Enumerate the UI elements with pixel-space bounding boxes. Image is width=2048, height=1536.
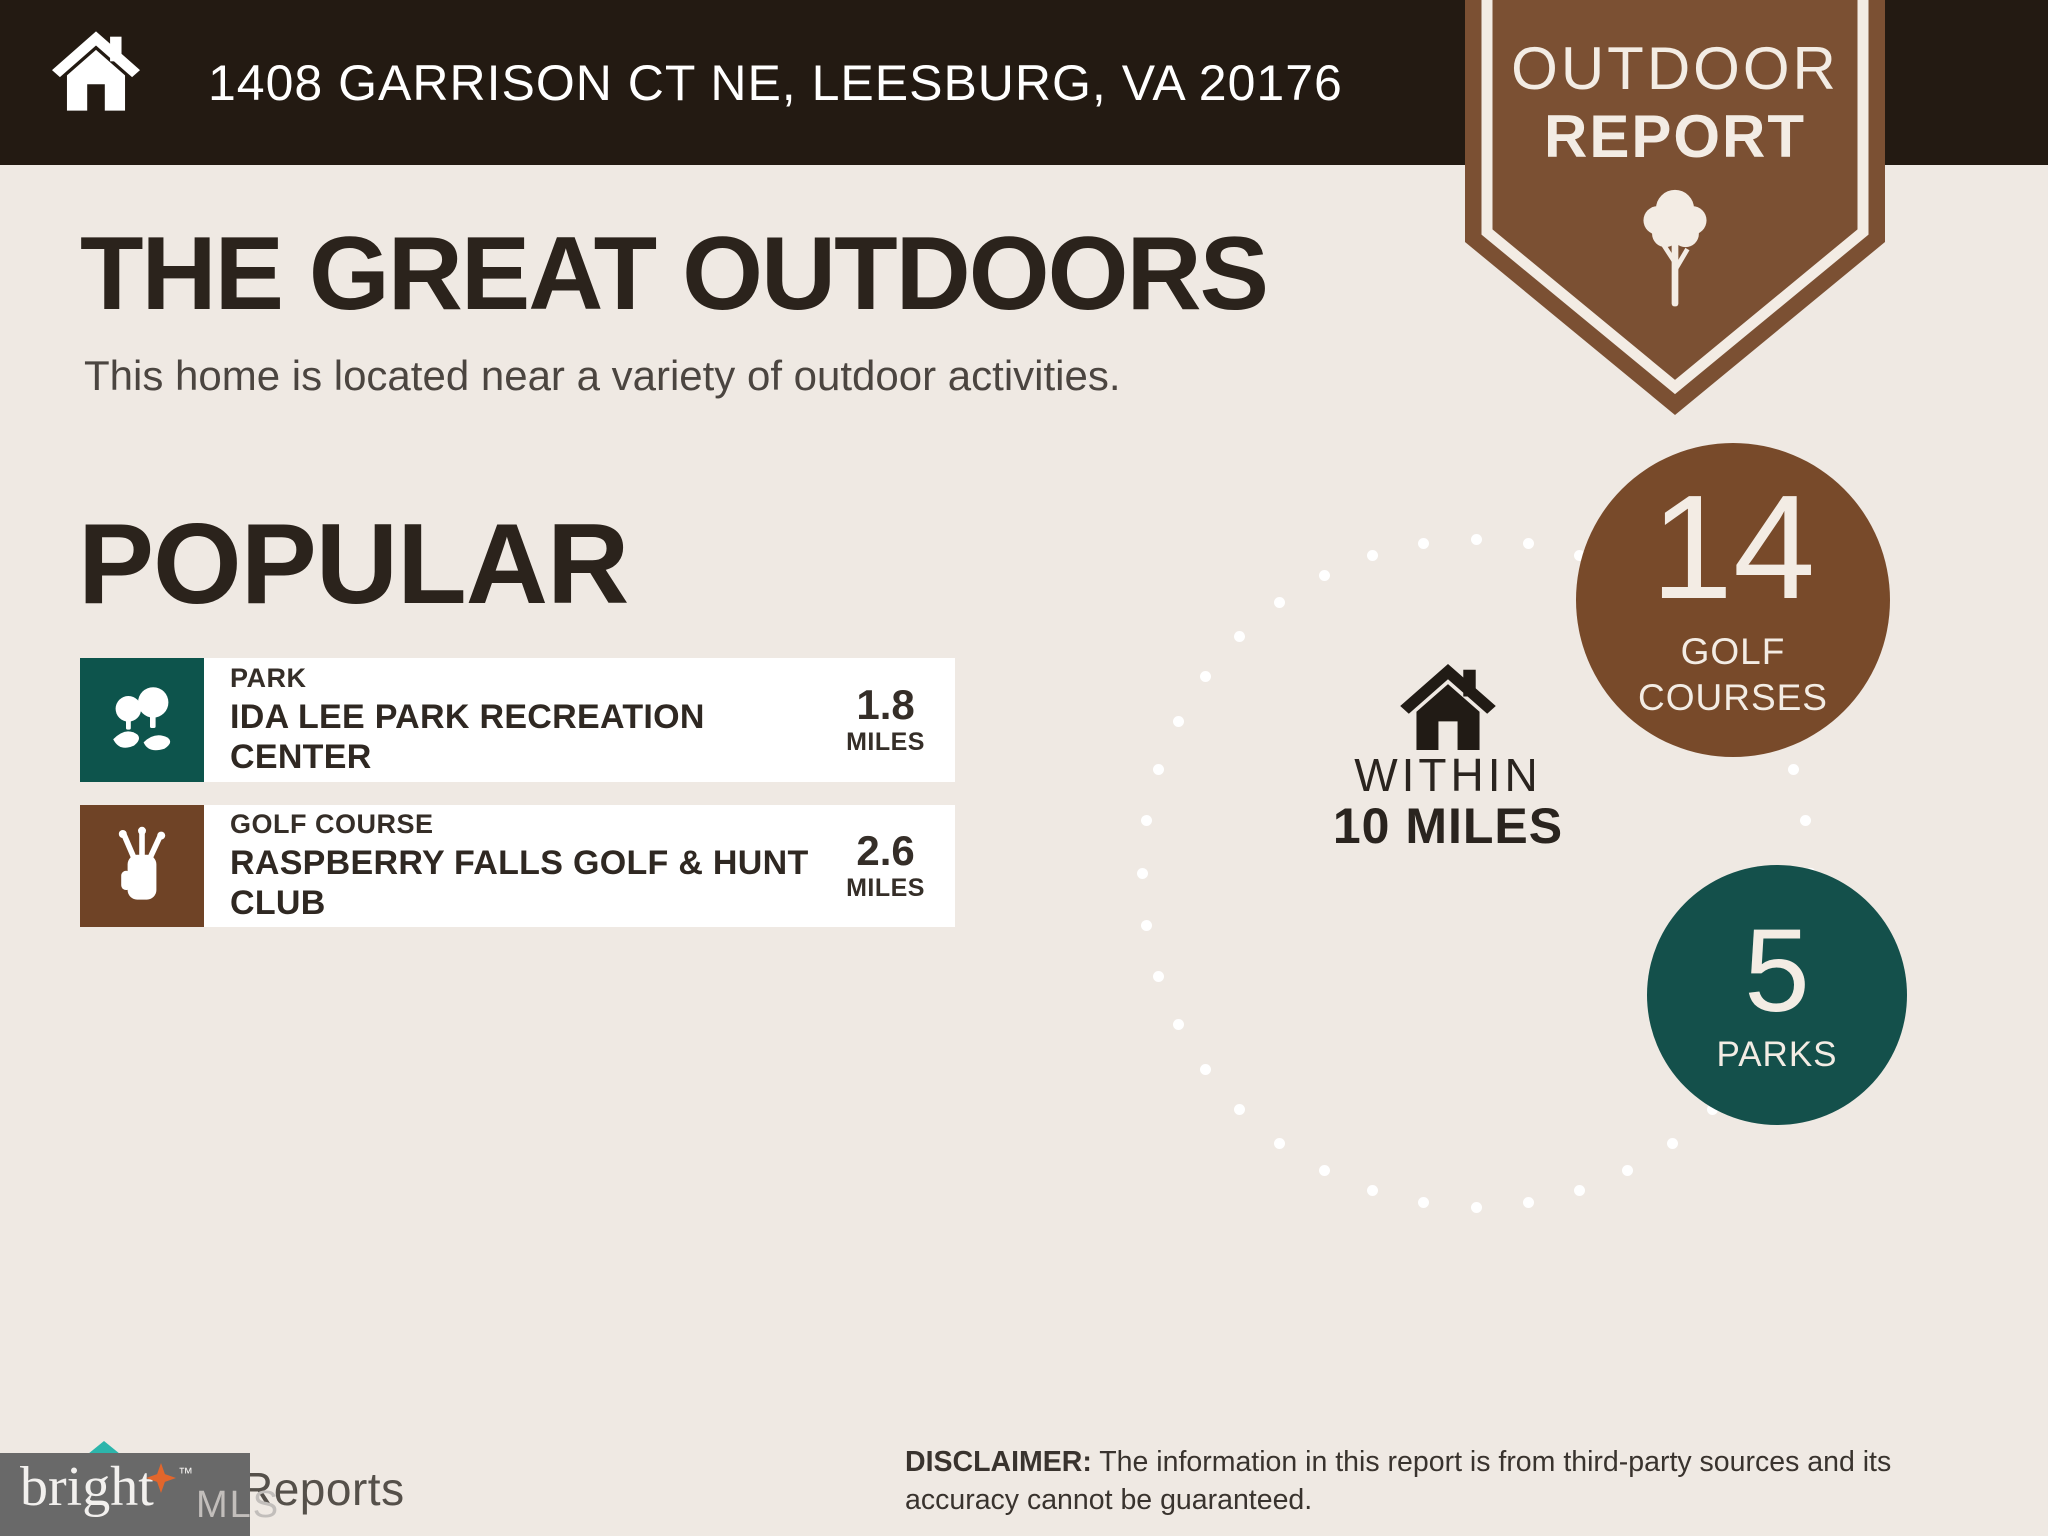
brand-wordmark: bright: [20, 1456, 154, 1518]
tree-icon: [1643, 189, 1707, 307]
stat-label: PARKS: [1716, 1035, 1837, 1075]
distance-unit: MILES: [846, 873, 925, 902]
popular-item-park: PARK IDA LEE PARK RECREATION CENTER 1.8 …: [80, 658, 955, 782]
ring-dot: [1470, 533, 1482, 545]
ring-dot: [1200, 671, 1212, 683]
badge-title-line2: REPORT: [1543, 103, 1807, 170]
disclaimer-line1: The information in this report is from t…: [1099, 1446, 1892, 1478]
ring-dot: [1418, 1197, 1430, 1209]
stat-golf-courses: 14 GOLF COURSES: [1576, 443, 1890, 757]
golf-bag-icon: [80, 805, 204, 927]
item-name-line: IDA LEE PARK RECREATION CENTER: [230, 698, 705, 776]
property-address: 1408 GARRISON CT NE, LEESBURG, VA 20176: [208, 54, 1343, 111]
ring-dot: [1318, 569, 1330, 581]
ring-dot: [1172, 715, 1184, 727]
ring-dot: [1573, 1185, 1585, 1197]
ring-dot: [1367, 1185, 1379, 1197]
ring-dot: [1136, 867, 1148, 879]
ring-dot: [1152, 764, 1164, 776]
ring-dot: [1622, 1165, 1634, 1177]
ring-dot: [1140, 815, 1152, 827]
item-category: PARK: [230, 663, 307, 694]
disclaimer-text: DISCLAIMER: The information in this repo…: [905, 1444, 1950, 1519]
item-distance: 1.8 MILES: [846, 658, 955, 782]
ring-dot: [1573, 549, 1585, 561]
distance-unit: MILES: [846, 727, 925, 756]
popular-heading: POPULAR: [78, 501, 629, 628]
page-title: THE GREAT OUTDOORS: [80, 216, 1269, 332]
disclaimer-label: DISCLAIMER:: [905, 1446, 1092, 1478]
park-trees-icon: [80, 658, 204, 782]
ring-dot: [1418, 537, 1430, 549]
ring-dot: [1200, 1063, 1212, 1075]
stat-parks: 5 PARKS: [1647, 865, 1907, 1125]
distance-value: 2.6: [856, 827, 915, 875]
item-name-line: RASPBERRY FALLS GOLF & HUNT: [230, 844, 809, 883]
ring-dot: [1274, 1137, 1286, 1149]
item-name: IDA LEE PARK RECREATION CENTER: [230, 698, 846, 777]
stat-label: GOLF COURSES: [1638, 629, 1828, 722]
ring-dot: [1706, 1103, 1718, 1115]
trademark-symbol: ™: [178, 1465, 193, 1482]
home-icon: [52, 31, 140, 111]
stat-label-line: GOLF: [1680, 631, 1786, 673]
partner-logo-text: Reports: [240, 1463, 405, 1515]
stat-value: 14: [1650, 465, 1816, 631]
distance-value: 1.8: [856, 681, 915, 729]
ring-dot: [1800, 815, 1812, 827]
ring-dot: [1274, 597, 1286, 609]
radius-caption-line2: 10 MILES: [1332, 798, 1564, 854]
brand-suffix: MLS: [196, 1484, 281, 1526]
ring-dot: [1152, 970, 1164, 982]
outdoor-report-badge: OUTDOOR REPORT: [1465, 0, 1885, 415]
ring-dot: [1522, 537, 1534, 549]
ring-dot: [1522, 1197, 1534, 1209]
ring-dot: [1666, 1137, 1678, 1149]
radius-caption-line1: WITHIN: [1354, 749, 1542, 801]
stat-value: 5: [1744, 904, 1810, 1037]
ring-dot: [1367, 549, 1379, 561]
popular-item-golf-course: GOLF COURSE RASPBERRY FALLS GOLF & HUNT …: [80, 805, 955, 927]
ring-dot: [1140, 919, 1152, 931]
stat-label-line: COURSES: [1638, 677, 1828, 719]
ring-dot: [1470, 1201, 1482, 1213]
ring-dot: [1234, 1103, 1246, 1115]
disclaimer-line2: accuracy cannot be guaranteed.: [905, 1483, 1313, 1516]
bright-mls-logo: bright ™ MLS: [0, 1453, 278, 1536]
item-name: RASPBERRY FALLS GOLF & HUNT CLUB: [230, 844, 809, 923]
partner-logo-roof-icon: [88, 1441, 120, 1454]
item-name-line: CLUB: [230, 883, 326, 922]
radius-home-icon: [1400, 664, 1496, 750]
ring-dot: [1788, 764, 1800, 776]
ring-dot: [1172, 1019, 1184, 1031]
stat-label-line: PARKS: [1716, 1035, 1838, 1075]
ring-dot: [1234, 631, 1246, 643]
page-subtitle: This home is located near a variety of o…: [84, 352, 1121, 399]
ring-dot: [1318, 1165, 1330, 1177]
badge-title-line1: OUTDOOR: [1511, 35, 1839, 102]
item-distance: 2.6 MILES: [846, 805, 955, 927]
item-category: GOLF COURSE: [230, 809, 434, 840]
